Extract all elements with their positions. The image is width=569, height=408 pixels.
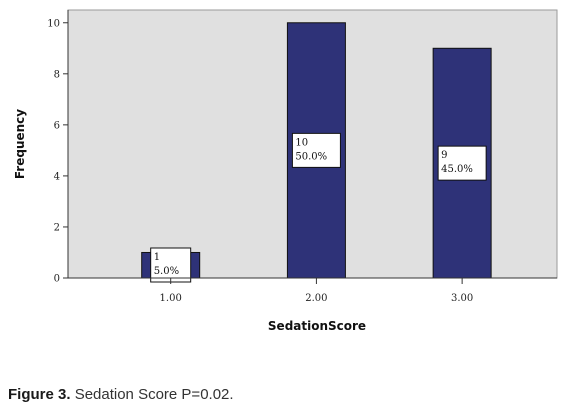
data-label-percent: 45.0% [441, 164, 473, 175]
x-tick-label: 3.00 [451, 293, 473, 304]
caption-prefix: Figure 3. [8, 386, 71, 403]
figure-caption: Figure 3. Sedation Score P=0.02. [8, 386, 234, 403]
y-tick-label: 10 [47, 18, 60, 29]
chart: 1 5.0% 10 50.0% 9 45.0% 0 2 4 6 8 10 1.00 2.00 3.00 F… [13, 9, 558, 333]
x-tick-label: 2.00 [305, 293, 327, 304]
y-tick-label: 0 [54, 274, 60, 285]
bars-layer: 1 5.0% 10 50.0% 9 45.0% [141, 22, 492, 283]
y-tick-label: 6 [54, 120, 60, 131]
data-label: 10 50.0% [291, 132, 341, 168]
data-label-count: 10 [295, 137, 308, 148]
axes-layer: 0 2 4 6 8 10 1.00 2.00 3.00 [47, 10, 557, 304]
data-label-percent: 50.0% [295, 151, 327, 162]
data-label-box [291, 132, 341, 168]
y-axis-title: Frequency [13, 109, 27, 179]
data-label: 1 5.0% [150, 247, 192, 283]
data-label-count: 9 [441, 150, 447, 161]
y-tick-label: 8 [54, 69, 60, 80]
x-tick-label: 1.00 [160, 293, 182, 304]
y-tick-label: 4 [54, 171, 60, 182]
data-label-box [437, 145, 487, 181]
data-label-percent: 5.0% [154, 266, 179, 277]
y-tick-label: 2 [54, 222, 60, 233]
data-label: 9 45.0% [437, 145, 487, 181]
x-axis-title: SedationScore [268, 319, 366, 333]
data-label-count: 1 [154, 252, 160, 263]
caption-text: Sedation Score P=0.02. [74, 386, 234, 403]
